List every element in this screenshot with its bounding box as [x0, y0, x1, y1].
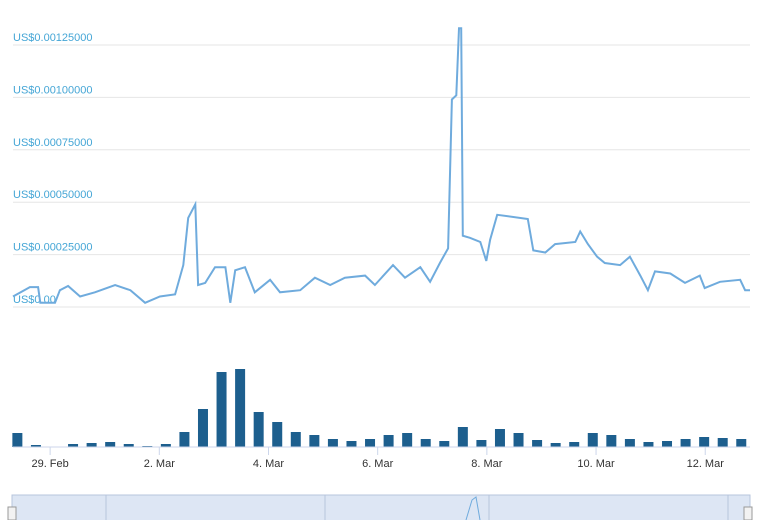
- volume-bar: [86, 443, 97, 447]
- volume-bar: [606, 435, 617, 447]
- volume-bar: [290, 432, 301, 447]
- volume-bar: [216, 372, 227, 447]
- volume-bar: [587, 433, 598, 447]
- x-tick-label: 2. Mar: [144, 458, 176, 470]
- navigator-line: [465, 496, 481, 520]
- volume-bar: [513, 433, 524, 447]
- volume-bar: [643, 442, 654, 447]
- volume-bar: [327, 439, 338, 447]
- volume-bar: [680, 439, 691, 447]
- y-tick-label: US$0.00: [13, 294, 56, 306]
- x-tick-label: 12. Mar: [687, 458, 725, 470]
- volume-bar: [105, 442, 116, 447]
- volume-bar: [476, 440, 487, 447]
- x-tick-label: 10. Mar: [577, 458, 615, 470]
- volume-bar: [383, 435, 394, 447]
- y-tick-label: US$0.00075000: [13, 137, 93, 149]
- volume-bar: [662, 441, 673, 447]
- volume-bar: [253, 412, 264, 447]
- y-tick-label: US$0.00050000: [13, 189, 93, 201]
- x-tick-label: 8. Mar: [471, 458, 503, 470]
- volume-bar: [736, 439, 747, 447]
- y-tick-label: US$0.00100000: [13, 84, 93, 96]
- volume-bar: [365, 439, 376, 447]
- volume-bar: [346, 441, 357, 447]
- volume-bar: [402, 433, 413, 447]
- x-tick-label: 6. Mar: [362, 458, 394, 470]
- volume-bar: [68, 444, 79, 447]
- x-tick-label: 29. Feb: [31, 458, 68, 470]
- volume-bar: [160, 444, 171, 447]
- volume-bar: [494, 429, 505, 447]
- volume-bar: [699, 437, 710, 447]
- volume-bar: [569, 442, 580, 447]
- volume-bar: [717, 438, 728, 447]
- navigator-handle[interactable]: [743, 506, 753, 520]
- volume-bar: [30, 445, 41, 447]
- y-tick-label: US$0.00025000: [13, 242, 93, 254]
- volume-bar: [12, 433, 23, 447]
- volume-bar: [179, 432, 190, 447]
- price-line: [12, 27, 750, 304]
- volume-bar: [457, 427, 468, 447]
- volume-bar: [420, 439, 431, 447]
- y-tick-label: US$0.00125000: [13, 32, 93, 44]
- volume-bar: [309, 435, 320, 447]
- navigator[interactable]: [11, 494, 751, 520]
- navigator-handle[interactable]: [7, 506, 17, 520]
- volume-bar: [624, 439, 635, 447]
- volume-bar: [550, 443, 561, 447]
- volume-bar: [123, 444, 134, 447]
- x-tick-label: 4. Mar: [253, 458, 285, 470]
- volume-bar: [272, 422, 283, 447]
- volume-bar: [235, 369, 246, 447]
- volume-bar: [439, 441, 450, 447]
- volume-bar: [197, 409, 208, 447]
- volume-bar: [532, 440, 543, 447]
